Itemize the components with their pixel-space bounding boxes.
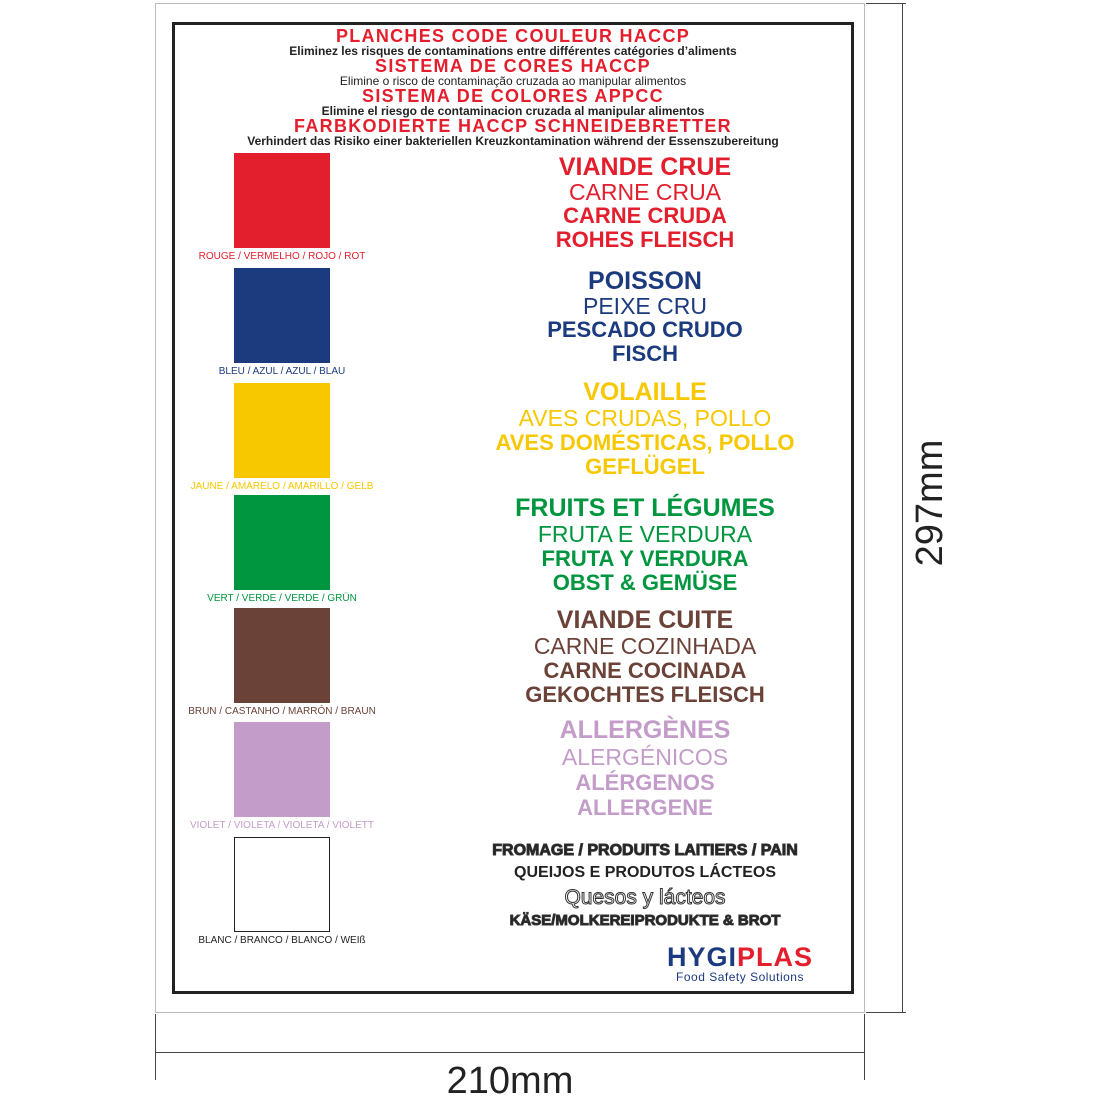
- logo-part1: HYGI: [666, 942, 737, 972]
- category-text: POISSON: [588, 267, 702, 295]
- category-text: AVES DOMÉSTICAS, POLLO: [495, 430, 795, 455]
- width-dimension-line: [155, 1052, 865, 1053]
- color-swatch: [234, 153, 330, 248]
- color-label: VERT / VERDE / VERDE / GRÜN: [207, 593, 357, 604]
- category-text: VIANDE CRUE: [558, 153, 732, 181]
- category-text: ALÉRGENOS: [575, 770, 715, 795]
- color-swatch: [234, 495, 330, 590]
- category-text: ALERGÉNICOS: [561, 744, 729, 770]
- category-text: Quesos y lácteos: [564, 886, 726, 909]
- category-text: ROHES FLEISCH: [555, 227, 735, 252]
- color-swatch: [234, 383, 330, 478]
- height-dimension-label: 297mm: [909, 439, 951, 567]
- color-swatch: [234, 608, 330, 703]
- category-text: FISCH: [612, 341, 678, 366]
- category-text: PEIXE CRU: [583, 293, 707, 319]
- category-text: ALLERGÈNES: [559, 716, 731, 744]
- category-text: VOLAILLE: [583, 378, 707, 406]
- height-dimension-line: [902, 3, 903, 1013]
- category-text: QUEIJOS E PRODUTOS LÁCTEOS: [514, 864, 776, 881]
- category-text: KÄSE/MOLKEREIPRODUKTE & BROT: [509, 912, 781, 929]
- category-text: FRUITS ET LÉGUMES: [515, 494, 775, 522]
- header-title: SISTEMA DE CORES HACCP: [375, 56, 651, 76]
- category-text: CARNE CRUA: [568, 179, 722, 205]
- dimension-tick: [866, 1012, 906, 1013]
- color-swatch: [234, 837, 330, 932]
- category-text: FROMAGE / PRODUITS LAITIERS / PAIN: [492, 842, 799, 859]
- color-label: BLANC / BRANCO / BLANCO / WEIß: [198, 935, 366, 946]
- dimension-tick: [155, 1014, 156, 1080]
- category-text: FRUTA Y VERDURA: [541, 546, 749, 571]
- hygiplas-logo: HYGIPLAS Food Safety Solutions: [640, 944, 840, 984]
- color-label: JAUNE / AMARELO / AMARILLO / GELB: [190, 481, 374, 492]
- header-subtitle: Elimine el riesgo de contaminacion cruza…: [321, 104, 705, 118]
- category-text: AVES CRUDAS, POLLO: [518, 405, 772, 431]
- color-label: BLEU / AZUL / AZUL / BLAU: [218, 366, 346, 377]
- color-swatch: [234, 268, 330, 363]
- category-text: VIANDE CUITE: [556, 606, 734, 634]
- logo-part2: PLAS: [737, 942, 814, 972]
- poster-frame: [172, 22, 854, 994]
- category-text: FRUTA E VERDURA: [537, 521, 753, 547]
- poster-sheet: [155, 3, 865, 1013]
- header-title: FARBKODIERTE HACCP SCHNEIDEBRETTER: [294, 116, 732, 136]
- header-subtitle: Verhindert das Risiko einer bakteriellen…: [247, 134, 779, 148]
- logo-tagline: Food Safety Solutions: [676, 970, 804, 984]
- category-text: ALLERGENE: [577, 795, 713, 820]
- category-text: OBST & GEMÜSE: [552, 570, 738, 595]
- category-text: CARNE COCINADA: [543, 658, 747, 683]
- category-text: CARNE CRUDA: [563, 203, 727, 228]
- dimension-tick: [864, 1014, 865, 1080]
- width-dimension-label: 210mm: [446, 1060, 574, 1102]
- category-text: GEKOCHTES FLEISCH: [525, 682, 765, 707]
- header-subtitle: Eliminez les risques de contaminations e…: [289, 44, 737, 58]
- color-label: VIOLET / VIOLETA / VIOLETA / VIOLETT: [190, 820, 374, 831]
- category-text: GEFLÜGEL: [585, 454, 705, 479]
- color-swatch: [234, 722, 330, 817]
- header-subtitle: Elimine o risco de contaminação cruzada …: [339, 74, 687, 88]
- color-label: BRUN / CASTANHO / MARRÓN / BRAUN: [188, 706, 376, 717]
- header-title: PLANCHES CODE COULEUR HACCP: [335, 26, 691, 46]
- color-label: ROUGE / VERMELHO / ROJO / ROT: [198, 251, 366, 262]
- header-title: SISTEMA DE COLORES APPCC: [362, 86, 664, 106]
- dimension-tick: [866, 3, 906, 4]
- category-text: PESCADO CRUDO: [547, 317, 743, 342]
- category-text: CARNE COZINHADA: [533, 633, 757, 659]
